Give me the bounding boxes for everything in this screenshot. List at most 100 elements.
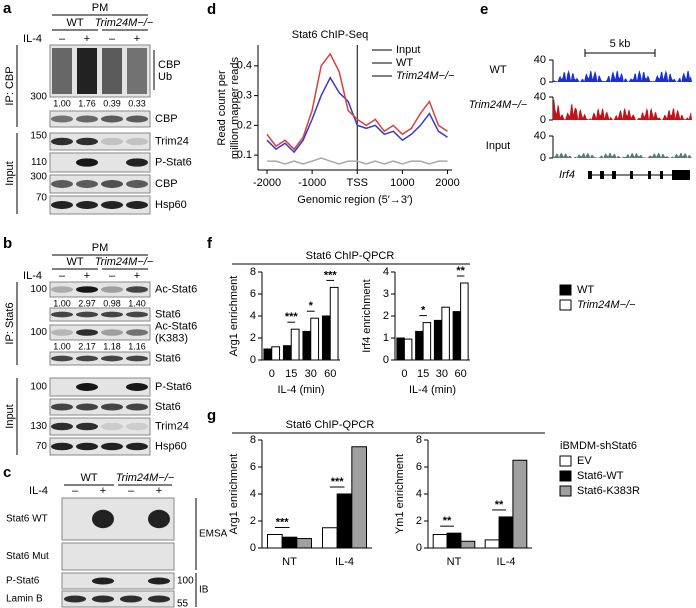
significance-label: **	[443, 515, 452, 527]
section-label: Input	[4, 404, 16, 428]
legend-label: EV	[577, 455, 592, 467]
legend-swatch	[559, 470, 572, 482]
densitometry-ratio: 0.39	[103, 98, 121, 108]
blot-strip	[49, 324, 151, 341]
blot-band	[92, 595, 114, 603]
gene-exon	[612, 171, 616, 179]
mw-marker: 70	[36, 193, 48, 204]
densitometry-ratio: 1.18	[103, 341, 121, 351]
panel-label: e	[480, 1, 488, 18]
blot-band	[126, 442, 148, 451]
blot-band	[120, 595, 142, 603]
blot-band	[51, 180, 73, 188]
x-tick-label: -2000	[253, 177, 281, 189]
blot-strip	[61, 542, 175, 571]
blot-band	[76, 158, 98, 167]
densitometry-ratio: 2.97	[78, 298, 96, 308]
x-tick-label: IL-4	[497, 556, 516, 568]
blot-band	[126, 286, 148, 293]
mw-marker: 100	[30, 284, 47, 295]
y-axis-label: Arg1 enrichment	[228, 454, 240, 535]
track-tick-label: 40	[534, 54, 546, 66]
significance-label: **	[456, 265, 465, 277]
y-tick-label: 6	[250, 288, 256, 300]
x-tick-label: 15	[417, 368, 429, 380]
lane-sign: –	[59, 270, 66, 282]
blot-band	[101, 201, 123, 209]
band-label: P-Stat6	[6, 576, 40, 587]
track-tick-label: 40	[534, 130, 546, 142]
blot-band	[51, 137, 73, 146]
gene-exon	[588, 171, 592, 179]
significance-label: ***	[285, 311, 299, 323]
blot-band	[51, 201, 73, 209]
bar	[321, 315, 331, 361]
blot-smear	[102, 48, 122, 94]
x-tick-label: TSS	[347, 177, 368, 189]
densitometry-ratio: 1.00	[53, 298, 71, 308]
panel-label: g	[207, 407, 216, 424]
bar	[422, 322, 432, 361]
genotype: WT	[66, 256, 83, 268]
section-label: IP: CBP	[4, 66, 16, 105]
blot-strip	[49, 377, 151, 397]
band-label: Ub	[158, 71, 172, 83]
band-label: CBP	[155, 113, 178, 125]
legend-label: WT	[577, 284, 594, 296]
blot-strip	[49, 110, 151, 128]
blot-strip	[49, 437, 151, 456]
blot-band	[76, 180, 98, 188]
bar	[263, 348, 273, 361]
blot-band	[126, 201, 148, 209]
blot-band	[126, 158, 148, 167]
bar	[329, 286, 339, 361]
densitometry-ratio: 1.40	[128, 298, 146, 308]
x-tick-label: 15	[285, 368, 297, 380]
treatment-label: IL-4	[23, 270, 42, 282]
blot-band	[101, 355, 123, 362]
legend-label: Stat6-K383R	[577, 485, 640, 497]
blot-band	[51, 286, 73, 293]
significance-label: ***	[324, 269, 338, 281]
blot-band	[76, 286, 98, 293]
blot-band	[126, 137, 148, 146]
lane-sign: –	[72, 485, 79, 497]
y-tick-label: 2	[250, 515, 256, 527]
mw-marker: 100	[30, 327, 47, 338]
legend-swatch	[559, 299, 572, 311]
section-label: IP: Stat6	[4, 302, 16, 344]
mw-marker: 100	[177, 576, 194, 587]
blot-band	[76, 137, 98, 146]
bar	[282, 345, 292, 361]
blot-band	[51, 115, 73, 123]
band-label: P-Stat6	[155, 156, 192, 168]
panel-label: f	[207, 235, 213, 252]
blot-smear	[77, 48, 97, 94]
coverage-track	[553, 70, 692, 82]
blot-band	[101, 180, 123, 188]
mw-marker: 300	[30, 172, 47, 183]
x-tick-label: 2000	[435, 177, 459, 189]
blot-band	[76, 115, 98, 123]
densitometry-ratio: 0.33	[128, 98, 146, 108]
blot-strip	[49, 132, 151, 151]
y-tick-label: 4	[250, 488, 256, 500]
bar	[271, 346, 281, 361]
lane-sign: –	[128, 485, 135, 497]
bar	[415, 330, 424, 361]
legend-label: Trim24M−/−	[396, 70, 455, 82]
blot-strip	[49, 152, 151, 173]
x-axis-label: IL-4 (min)	[277, 384, 324, 396]
blot-header: PM	[92, 2, 109, 14]
panel-label: b	[3, 235, 12, 252]
y-tick-label: 3	[383, 288, 389, 300]
y-axis-label: million mapper reads	[229, 56, 241, 159]
y-tick-label: 1	[383, 332, 389, 344]
y-tick-label: 0.4	[237, 60, 252, 72]
x-tick-label: 0	[401, 368, 407, 380]
x-tick-label: 60	[455, 368, 467, 380]
y-axis-label: Ym1 enrichment	[394, 454, 406, 534]
significance-label: ***	[331, 476, 345, 488]
blot-band	[101, 442, 123, 451]
mw-marker: 55	[177, 599, 189, 608]
